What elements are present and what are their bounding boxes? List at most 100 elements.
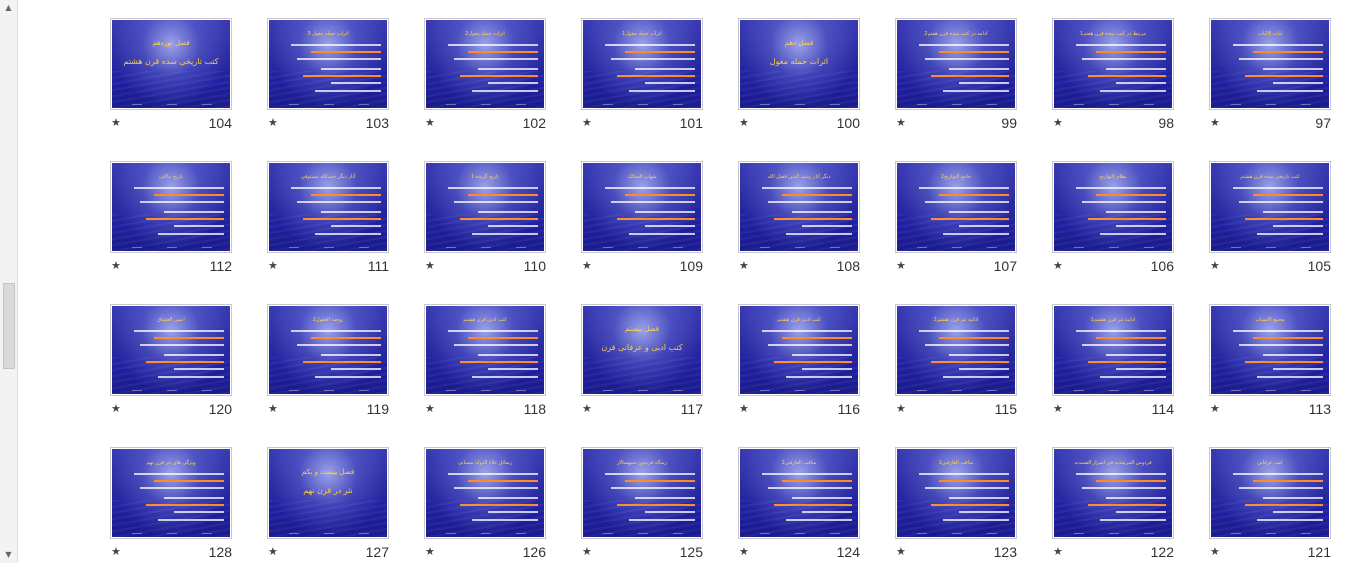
slide-number: 116 <box>837 401 860 417</box>
vertical-scrollbar[interactable]: ▲ ▼ <box>0 0 18 563</box>
slide-text-line <box>1106 211 1166 213</box>
slide-text-line <box>460 218 538 220</box>
slide-thumbnail[interactable]: مرتبط در کتب سده قرن هفتم1 <box>1052 18 1174 110</box>
slide-thumbnail[interactable]: فصل دهم اثرات حمله مغول <box>738 18 860 110</box>
triangle-down-icon[interactable]: ▼ <box>5 550 12 559</box>
star-icon[interactable]: ★ <box>111 545 121 558</box>
slide-text-line <box>1116 225 1166 227</box>
slide-background: نظام التواریخ <box>1054 163 1172 251</box>
star-icon[interactable]: ★ <box>268 402 278 415</box>
slide-thumbnail[interactable]: ادامه در کتب سده قرن هفتم2 <box>895 18 1017 110</box>
slide-thumbnail[interactable]: روضة العقول2 <box>267 304 389 396</box>
slide-text-line <box>625 194 695 196</box>
star-icon[interactable]: ★ <box>582 402 592 415</box>
slide-thumbnail[interactable]: مناقب العارفین1 <box>895 447 1017 539</box>
slide-text-line <box>1088 504 1166 506</box>
slide-text-line <box>448 473 538 475</box>
star-icon[interactable]: ★ <box>268 545 278 558</box>
slide-thumbnail[interactable]: تاریخ گزیده 1 <box>424 161 546 253</box>
slide-thumbnail[interactable]: فردوس المرشدیه فی اسرار الصمدیه <box>1052 447 1174 539</box>
slide-number: 110 <box>523 258 546 274</box>
slide-thumbnail[interactable]: کتب عرفانی <box>1209 447 1331 539</box>
slide-number: 123 <box>993 544 1017 560</box>
slide-thumbnail[interactable]: اثرات حمله مغول2 <box>424 18 546 110</box>
slide-thumbnail[interactable]: اثرات حمله مغول1 <box>581 18 703 110</box>
star-icon[interactable]: ★ <box>1053 116 1063 129</box>
slide-footer <box>673 247 683 248</box>
slide-text-line <box>931 361 1009 363</box>
slide-thumbnail[interactable]: ادامه نثر قرن هشتم2 <box>895 304 1017 396</box>
star-icon[interactable]: ★ <box>739 116 749 129</box>
star-icon[interactable]: ★ <box>425 116 435 129</box>
slide-thumbnail[interactable]: کتب ادبی قرن هشتم <box>424 304 546 396</box>
star-icon[interactable]: ★ <box>425 402 435 415</box>
slide-thumbnail[interactable]: مناقب العارفین2 <box>738 447 860 539</box>
slide-thumbnail[interactable]: نظام التواریخ <box>1052 161 1174 253</box>
slide-text-line <box>1245 361 1323 363</box>
star-icon[interactable]: ★ <box>268 259 278 272</box>
slide-thumbnail[interactable]: کتب تاریخی سده قرن هشتم <box>1209 161 1331 253</box>
star-icon[interactable]: ★ <box>1210 402 1220 415</box>
slide-thumbnail[interactable]: ادامه نثر قرن هشتم1 <box>1052 304 1174 396</box>
star-icon[interactable]: ★ <box>425 545 435 558</box>
slide-thumbnail[interactable]: انیس العشاق <box>110 304 232 396</box>
slide-text-line <box>931 504 1009 506</box>
star-icon[interactable]: ★ <box>1210 259 1220 272</box>
star-icon[interactable]: ★ <box>1210 545 1220 558</box>
star-icon[interactable]: ★ <box>896 402 906 415</box>
star-icon[interactable]: ★ <box>111 402 121 415</box>
star-icon[interactable]: ★ <box>896 259 906 272</box>
slide-footer <box>987 247 997 248</box>
star-icon[interactable]: ★ <box>1053 402 1063 415</box>
star-icon[interactable]: ★ <box>896 545 906 558</box>
slide-thumbnail[interactable]: اثرات حمله مغول 3 <box>267 18 389 110</box>
scrollbar-thumb[interactable] <box>3 283 15 369</box>
slide-thumbnail[interactable]: فصل بیستم کتب ادبی و عرفانی قرن هشتم <box>581 304 703 396</box>
slide-thumbnail[interactable]: تاریخ بناکتی <box>110 161 232 253</box>
star-icon[interactable]: ★ <box>111 259 121 272</box>
slide-text-line <box>291 330 381 332</box>
slide-thumbnail[interactable]: کتب ادبی قرن هشتم <box>738 304 860 396</box>
slide-thumbnail[interactable]: جامع التواریخ2 <box>895 161 1017 253</box>
slide-footer <box>289 533 299 534</box>
slide-number: 111 <box>367 258 389 274</box>
star-icon[interactable]: ★ <box>739 402 749 415</box>
slide-thumbnail[interactable]: مجمع الانساب <box>1209 304 1331 396</box>
slide-thumbnail[interactable]: رساله فریدون سپهسالار <box>581 447 703 539</box>
star-icon[interactable]: ★ <box>582 259 592 272</box>
slide-text-line <box>1106 497 1166 499</box>
slide-number: 118 <box>523 401 546 417</box>
star-icon[interactable]: ★ <box>582 116 592 129</box>
slide-number: 112 <box>209 258 232 274</box>
slide-footer <box>359 247 369 248</box>
slide-text-line <box>158 376 224 378</box>
slide-thumbnail[interactable]: لباب الالباب <box>1209 18 1331 110</box>
slide-thumbnail[interactable]: رسائل علاء الدوله سمنانی <box>424 447 546 539</box>
star-icon[interactable]: ★ <box>425 259 435 272</box>
slide-thumbnail[interactable]: فصل نوزدهم کتب تاریخی سده قرن هشتم <box>110 18 232 110</box>
slide-thumbnail[interactable]: فصل بیست و یکم نثر در قرن نهم <box>267 447 389 539</box>
slide-background: آثار دیگر حمدالله مستوفی <box>269 163 387 251</box>
slide-thumbnail[interactable]: شهاب السالک <box>581 161 703 253</box>
slide-background: کتب تاریخی سده قرن هشتم <box>1211 163 1329 251</box>
slide-thumbnail[interactable]: ویژگی های نثر قرن نهم <box>110 447 232 539</box>
star-icon[interactable]: ★ <box>739 545 749 558</box>
star-icon[interactable]: ★ <box>111 116 121 129</box>
slide-text-line <box>949 497 1009 499</box>
slide-footer <box>167 104 177 105</box>
slide-title: شهاب السالک <box>627 174 657 180</box>
slide-footer <box>952 104 962 105</box>
slide-thumbnail[interactable]: دیگر آثار رشید الدین فضل الله <box>738 161 860 253</box>
star-icon[interactable]: ★ <box>582 545 592 558</box>
triangle-up-icon[interactable]: ▲ <box>5 3 12 12</box>
star-icon[interactable]: ★ <box>1210 116 1220 129</box>
slide-text-line <box>919 330 1009 332</box>
star-icon[interactable]: ★ <box>896 116 906 129</box>
star-icon[interactable]: ★ <box>739 259 749 272</box>
star-icon[interactable]: ★ <box>268 116 278 129</box>
star-icon[interactable]: ★ <box>1053 545 1063 558</box>
star-icon[interactable]: ★ <box>1053 259 1063 272</box>
slide-text-line <box>1239 201 1323 203</box>
slide-thumbnail[interactable]: آثار دیگر حمدالله مستوفی <box>267 161 389 253</box>
slide-footer <box>167 390 177 391</box>
